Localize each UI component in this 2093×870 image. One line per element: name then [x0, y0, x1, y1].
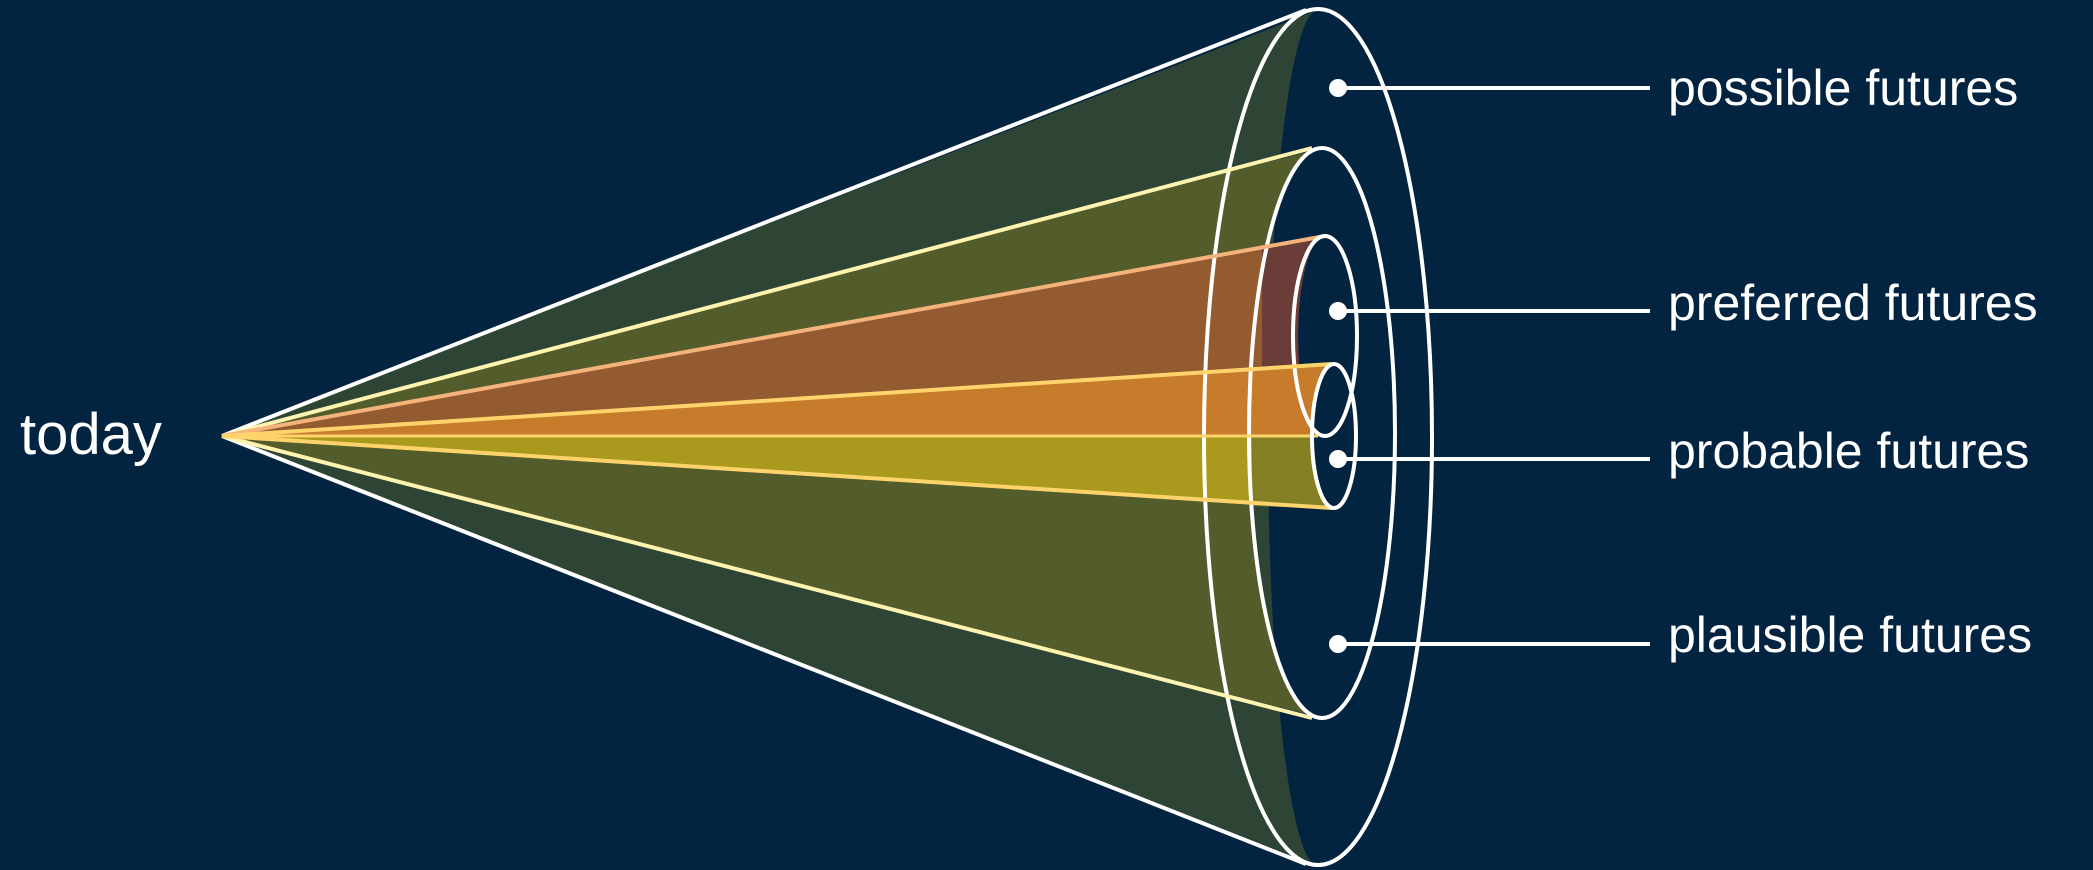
probable-cone-top-edge [221, 362, 1333, 438]
labels-layer: possible futures preferred futures proba… [1329, 60, 2038, 663]
probable-leader-dot [1329, 450, 1347, 468]
probable-cone-bottom-edge [221, 434, 1333, 510]
plausible-futures-callout: plausible futures [1329, 607, 2032, 663]
plausible-cone-top-edge [221, 146, 1313, 438]
possible-futures-label: possible futures [1668, 60, 2018, 116]
plausible-cone-bottom-edge [221, 434, 1313, 720]
plausible-leader-dot [1329, 635, 1347, 653]
probable-cone-rim [1310, 362, 1358, 510]
preferred-leader-dot [1329, 302, 1347, 320]
preferred-cone-top-edge [221, 234, 1326, 438]
possible-cone-top-edge [221, 8, 1307, 438]
origin-label: today [20, 402, 162, 467]
plausible-futures-label: plausible futures [1668, 607, 2032, 663]
preferred-futures-label: preferred futures [1668, 275, 2038, 331]
probable-futures-callout: probable futures [1329, 423, 2029, 479]
possible-futures-callout: possible futures [1329, 60, 2018, 116]
plausible-cone-rim [1247, 146, 1397, 720]
possible-leader-dot [1329, 79, 1347, 97]
probable-futures-label: probable futures [1668, 423, 2029, 479]
preferred-futures-callout: preferred futures [1329, 275, 2038, 331]
possible-cone-bottom-edge [221, 434, 1307, 866]
cones-layer [221, 7, 1434, 867]
preferred-cone-rim [1291, 234, 1359, 438]
